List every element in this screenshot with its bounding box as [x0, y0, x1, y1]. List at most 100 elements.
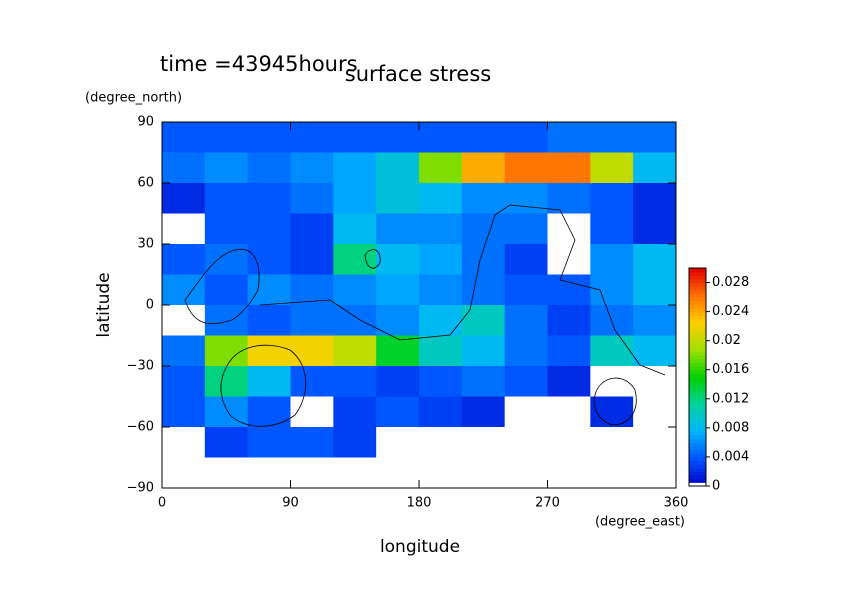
field-cell — [333, 183, 377, 214]
colorbar-tick-label: 0.004 — [712, 449, 749, 464]
field-cell — [547, 335, 591, 367]
field-cell — [162, 396, 206, 428]
colorbar-step — [689, 366, 706, 371]
field-cell — [162, 335, 206, 367]
colorbar-step — [689, 431, 706, 436]
x-tick-label: 0 — [158, 496, 166, 511]
colorbar-step — [689, 293, 706, 298]
y-tick-label: 30 — [137, 237, 154, 252]
field-cell — [290, 122, 334, 153]
field-cell — [419, 366, 463, 397]
field-cell — [376, 213, 420, 245]
colorbar-step — [689, 311, 706, 316]
field-cell — [162, 457, 206, 489]
field-cell — [419, 274, 463, 306]
field-cell — [547, 366, 591, 397]
field-cell — [290, 427, 334, 458]
colorbar-step — [689, 387, 706, 393]
field-cell — [590, 335, 634, 367]
field-cell — [590, 152, 634, 184]
field-cell — [461, 335, 506, 367]
colorbar-step — [689, 362, 706, 367]
field-cell — [247, 396, 291, 428]
x-tick-label: 180 — [407, 496, 432, 511]
field-cell — [290, 366, 334, 397]
colorbar-step — [689, 282, 706, 287]
x-tick-label: 270 — [535, 496, 560, 511]
field-cell — [247, 244, 291, 275]
colorbar-step — [689, 449, 706, 454]
field-cell — [376, 366, 420, 397]
colorbar-step — [689, 460, 706, 465]
colorbar-step — [689, 355, 706, 360]
field-cell — [162, 427, 206, 458]
field-cell — [504, 366, 548, 397]
field-cell — [547, 427, 591, 458]
colorbar: 0 0.004 0.008 0.012 0.016 0.02 0.024 0.028 — [688, 267, 749, 494]
field-cell — [376, 427, 420, 458]
field-cell — [247, 305, 291, 336]
colorbar-frame — [688, 267, 707, 487]
field-cell — [204, 244, 249, 275]
colorbar-step — [689, 442, 706, 447]
y-tick-label: 60 — [137, 176, 154, 191]
field-cell — [547, 305, 591, 336]
x-unit: (degree_east) — [595, 515, 685, 530]
colorbar-step — [689, 289, 706, 294]
y-tick-label: 90 — [137, 115, 154, 130]
colorbar-step — [689, 478, 706, 483]
colorbar-step — [689, 427, 706, 432]
field-cell — [504, 457, 548, 489]
field-cell — [333, 427, 377, 458]
field-cell — [419, 183, 463, 214]
field-cell — [333, 335, 377, 367]
field-cell — [504, 183, 548, 214]
field-cell — [333, 457, 377, 489]
field-cell — [247, 366, 291, 397]
field-cell — [461, 305, 506, 336]
field-cell — [419, 457, 463, 489]
colorbar-step — [689, 406, 706, 411]
colorbar-step — [689, 471, 706, 476]
y-unit: (degree_north) — [85, 91, 182, 106]
field-cell — [633, 152, 677, 184]
colorbar-step — [689, 268, 706, 273]
field-cell — [333, 274, 377, 306]
colorbar-step — [689, 456, 706, 462]
y-tick-label: −90 — [127, 481, 154, 496]
colorbar-step — [689, 435, 706, 440]
colorbar-step — [689, 424, 706, 429]
colorbar-step — [689, 329, 706, 334]
field-cell — [333, 152, 377, 184]
field-cell — [333, 396, 377, 428]
field-cell — [633, 213, 677, 245]
field-cell — [633, 457, 677, 489]
field-cell — [547, 152, 591, 184]
field-cell — [633, 305, 677, 336]
field-cell — [204, 152, 249, 184]
field-cell — [204, 305, 249, 336]
field-cell — [461, 457, 506, 489]
colorbar-step — [689, 351, 706, 356]
field-cell — [504, 274, 548, 306]
field-cell — [633, 274, 677, 306]
field-cell — [376, 183, 420, 214]
field-cell — [504, 213, 548, 245]
colorbar-step — [689, 464, 706, 469]
field-cell — [376, 274, 420, 306]
colorbar-step — [689, 395, 706, 400]
field-cell — [333, 122, 377, 153]
field-cell — [376, 457, 420, 489]
field-cell — [461, 427, 506, 458]
field-cell — [204, 457, 249, 489]
field-cell — [461, 274, 506, 306]
field-cell — [333, 366, 377, 397]
colorbar-tick-label: 0 — [712, 479, 720, 494]
field-cell — [590, 305, 634, 336]
field-cell — [247, 122, 291, 153]
field-cell — [162, 213, 206, 245]
colorbar-tick-label: 0.008 — [712, 420, 749, 435]
colorbar-step — [689, 373, 706, 378]
field-cell — [162, 274, 206, 306]
